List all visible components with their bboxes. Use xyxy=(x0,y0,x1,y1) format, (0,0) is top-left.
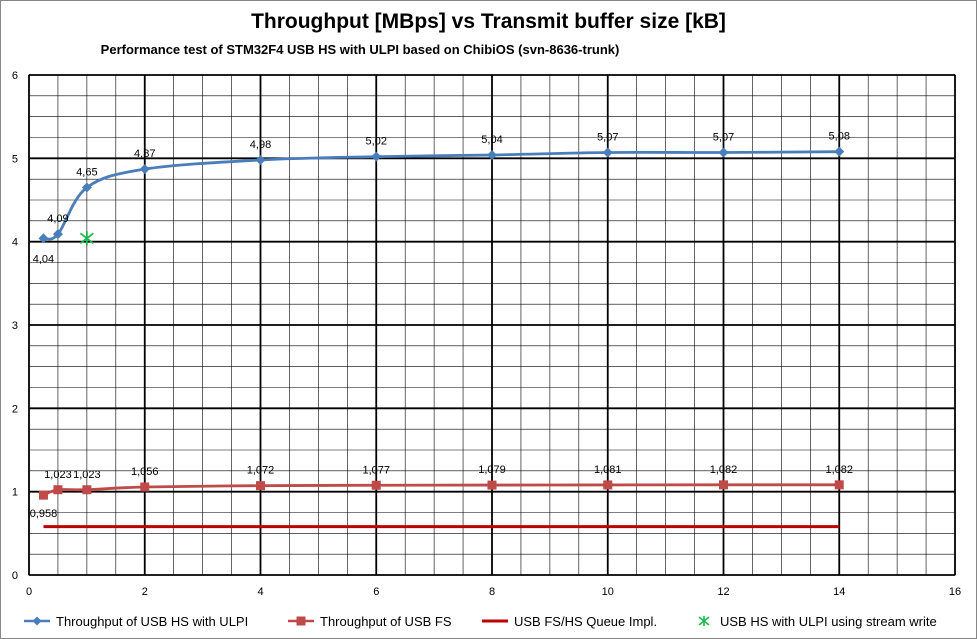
x-tick-label: 16 xyxy=(949,586,961,598)
diamond-point xyxy=(255,155,266,165)
data-label: 1,072 xyxy=(247,465,275,477)
data-label: 5,02 xyxy=(366,136,387,148)
data-label: 0,958 xyxy=(30,508,58,520)
y-tick-label: 6 xyxy=(12,70,18,82)
legend-label: Throughput of USB FS xyxy=(320,613,452,629)
x-tick-label: 10 xyxy=(602,586,614,598)
legend-star-marker-icon xyxy=(698,616,710,626)
series-0 xyxy=(38,146,845,244)
legend-item-fs: Throughput of USB FS xyxy=(288,611,452,631)
chart-subtitle: Performance test of STM32F4 USB HS with … xyxy=(100,42,620,57)
series-1 xyxy=(38,480,844,500)
data-label: 5,07 xyxy=(713,132,734,144)
x-tick-label: 6 xyxy=(373,586,379,598)
x-tick-label: 4 xyxy=(257,586,263,598)
data-label: 1,023 xyxy=(73,469,101,481)
data-label: 4,09 xyxy=(47,213,68,225)
data-label: 5,08 xyxy=(829,131,850,143)
y-tick-label: 1 xyxy=(12,487,18,499)
square-point xyxy=(487,480,497,490)
legend-item-hs-ulpi: Throughput of USB HS with ULPI xyxy=(24,611,248,631)
legend-diamond-marker-icon xyxy=(24,616,50,626)
square-point xyxy=(719,480,728,490)
y-tick-label: 0 xyxy=(12,570,18,582)
diamond-point xyxy=(718,147,729,158)
x-tick-label: 2 xyxy=(142,586,148,598)
diamond-point xyxy=(52,229,63,240)
square-point xyxy=(82,485,92,495)
diamond-point xyxy=(602,147,613,158)
y-tick-label: 2 xyxy=(12,403,18,415)
data-labels: 4,04 4,09 4,65 4,87 4,98 5,02 5,04 5,07 5,07 5,08… xyxy=(30,131,853,521)
series-line xyxy=(43,150,840,241)
y-tick-label: 5 xyxy=(12,153,18,165)
series-3 xyxy=(79,231,94,246)
square-point xyxy=(834,480,844,490)
x-tick-label: 0 xyxy=(26,586,32,598)
data-label: 1,082 xyxy=(710,464,738,476)
square-point xyxy=(371,480,381,490)
x-tick-label: 12 xyxy=(717,586,729,598)
legend-label: Throughput of USB HS with ULPI xyxy=(56,613,249,629)
legend-square-marker-icon xyxy=(288,616,314,626)
legend-label: USB FS/HS Queue Impl. xyxy=(514,613,658,629)
diamond-point xyxy=(371,151,382,162)
y-tick-label: 3 xyxy=(12,320,18,332)
legend-item-stream-write: USB HS with ULPI using stream write xyxy=(694,611,937,631)
square-point xyxy=(140,482,150,492)
data-label: 1,081 xyxy=(594,464,622,476)
x-tick-label: 8 xyxy=(489,586,495,598)
diamond-point xyxy=(834,146,845,157)
data-label: 4,98 xyxy=(250,139,271,151)
data-label: 4,65 xyxy=(76,167,97,179)
data-label: 4,87 xyxy=(134,148,155,160)
y-tick-label: 4 xyxy=(12,237,18,249)
diamond-point xyxy=(139,164,150,175)
legend-label: USB HS with ULPI using stream write xyxy=(720,613,937,629)
diamond-point xyxy=(38,233,49,244)
legend: Throughput of USB HS with ULPI Throughpu… xyxy=(0,609,977,633)
diamond-point xyxy=(487,150,497,160)
square-point xyxy=(603,480,613,490)
chart-title: Throughput [MBps] vs Transmit buffer siz… xyxy=(251,10,726,33)
legend-item-queue-impl: USB FS/HS Queue Impl. xyxy=(482,611,657,631)
square-point xyxy=(256,481,265,491)
data-label: 1,077 xyxy=(362,464,390,476)
star-point xyxy=(79,231,94,246)
legend-line-icon xyxy=(482,619,508,623)
square-point xyxy=(53,485,63,495)
data-label: 5,07 xyxy=(597,132,618,144)
data-label: 1,082 xyxy=(825,464,853,476)
data-label: 5,04 xyxy=(481,134,502,146)
diamond-point xyxy=(81,182,92,193)
series-line xyxy=(42,483,840,497)
data-label: 1,023 xyxy=(44,469,72,481)
data-label: 1,079 xyxy=(478,464,506,476)
series-layer xyxy=(38,146,845,529)
x-tick-label: 14 xyxy=(833,586,845,598)
square-point xyxy=(38,490,48,500)
data-label: 1,056 xyxy=(131,466,159,478)
data-label: 4,04 xyxy=(33,253,54,265)
